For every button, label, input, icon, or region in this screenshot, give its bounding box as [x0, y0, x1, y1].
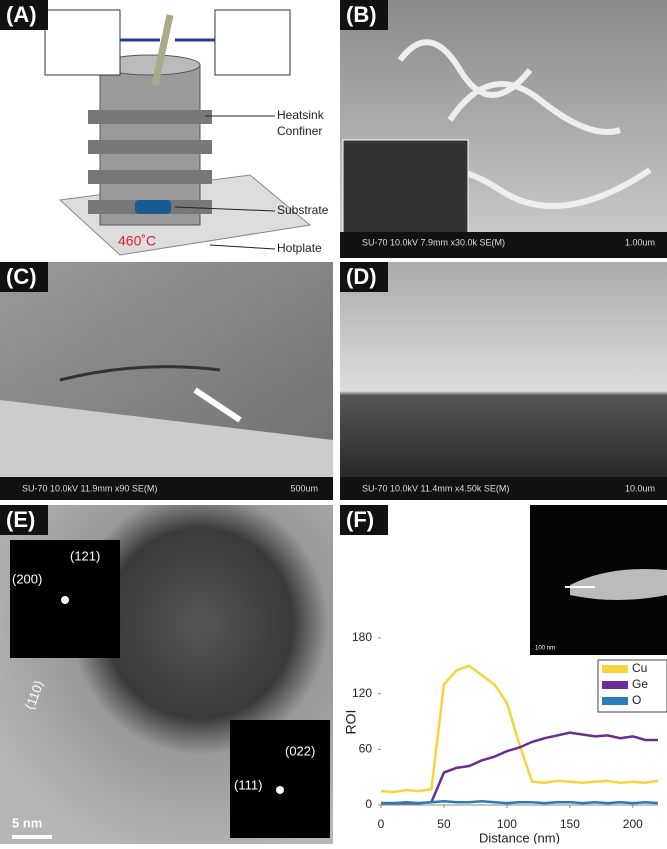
panel-label: (B) — [346, 2, 377, 27]
panel-label: (D) — [346, 264, 377, 289]
panel-label: (F) — [346, 507, 374, 532]
scale-bar — [12, 835, 52, 839]
temperature: 460˚C — [118, 233, 156, 249]
x-tick-label: 0 — [378, 817, 385, 831]
caption: SU-70 10.0kV 7.9mm x30.0k SE(M) — [362, 237, 505, 247]
scale-label: 5 nm — [12, 815, 42, 830]
substrate — [135, 200, 171, 214]
precursor-box — [215, 10, 290, 75]
figure: Heatsink Confiner Substrate Hotplate 460… — [0, 0, 667, 844]
legend-label: O — [632, 693, 641, 707]
caption: SU-70 10.0kV 11.4mm x4.50k SE(M) — [362, 483, 509, 493]
scale-label: 100 nm — [535, 646, 555, 652]
fft-spot — [276, 786, 284, 794]
label: Confiner — [277, 124, 322, 138]
legend-swatch — [602, 665, 628, 673]
page: {"figure": {"panels": [ {"label": "(A)",… — [0, 0, 667, 844]
fft-spot — [61, 596, 69, 604]
scale-label: 1.00um — [625, 237, 655, 247]
legend-label: Ge — [632, 677, 648, 691]
heatsink — [88, 170, 212, 184]
panel-label: (C) — [6, 264, 37, 289]
heatsink — [88, 110, 212, 124]
panel-b: SU-70 10.0kV 7.9mm x30.0k SE(M) 1.00um (… — [340, 0, 667, 258]
panel-a: Heatsink Confiner Substrate Hotplate 460… — [0, 0, 329, 255]
series-line — [381, 801, 658, 803]
scale-label: 500um — [290, 483, 318, 493]
x-tick-label: 150 — [560, 817, 580, 831]
miller-index: (121) — [70, 548, 100, 563]
panel-f: 100 nm (F) — [340, 505, 667, 655]
y-tick-label: 0 — [365, 797, 372, 811]
y-tick-label: 180 — [352, 630, 372, 644]
miller-index: (022) — [285, 743, 315, 758]
panel-d: SU-70 10.0kV 11.4mm x4.50k SE(M) 10.0um … — [340, 262, 667, 500]
sem-image — [340, 262, 667, 477]
x-tick-label: 200 — [623, 817, 643, 831]
miller-index: (111) — [234, 777, 262, 792]
legend-swatch — [602, 697, 628, 705]
x-tick-label: 50 — [437, 817, 451, 831]
legend-label: Cu — [632, 661, 647, 675]
caption: SU-70 10.0kV 11.9mm x90 SE(M) — [22, 483, 157, 493]
panel-label: (E) — [6, 507, 35, 532]
x-axis-label: Distance (nm) — [479, 830, 560, 844]
panel-e: (200) (121) (111) (022) ⟨110⟩ 5 nm (E) — [0, 505, 333, 844]
y-tick-label: 60 — [359, 742, 373, 756]
inset — [343, 140, 468, 233]
panel-label: (A) — [6, 2, 37, 27]
precursor-box — [45, 10, 120, 75]
label: Hotplate — [277, 241, 322, 255]
y-tick-label: 120 — [352, 686, 372, 700]
heatsink — [88, 140, 212, 154]
y-axis-label: ROI — [343, 710, 359, 735]
legend-swatch — [602, 681, 628, 689]
label: Heatsink — [277, 108, 325, 122]
label: Substrate — [277, 203, 329, 217]
leader — [210, 245, 275, 249]
x-tick-label: 100 — [497, 817, 517, 831]
miller-index: (200) — [12, 571, 42, 586]
scale-label: 10.0um — [625, 483, 655, 493]
panel-c: SU-70 10.0kV 11.9mm x90 SE(M) 500um (C) — [0, 262, 333, 500]
